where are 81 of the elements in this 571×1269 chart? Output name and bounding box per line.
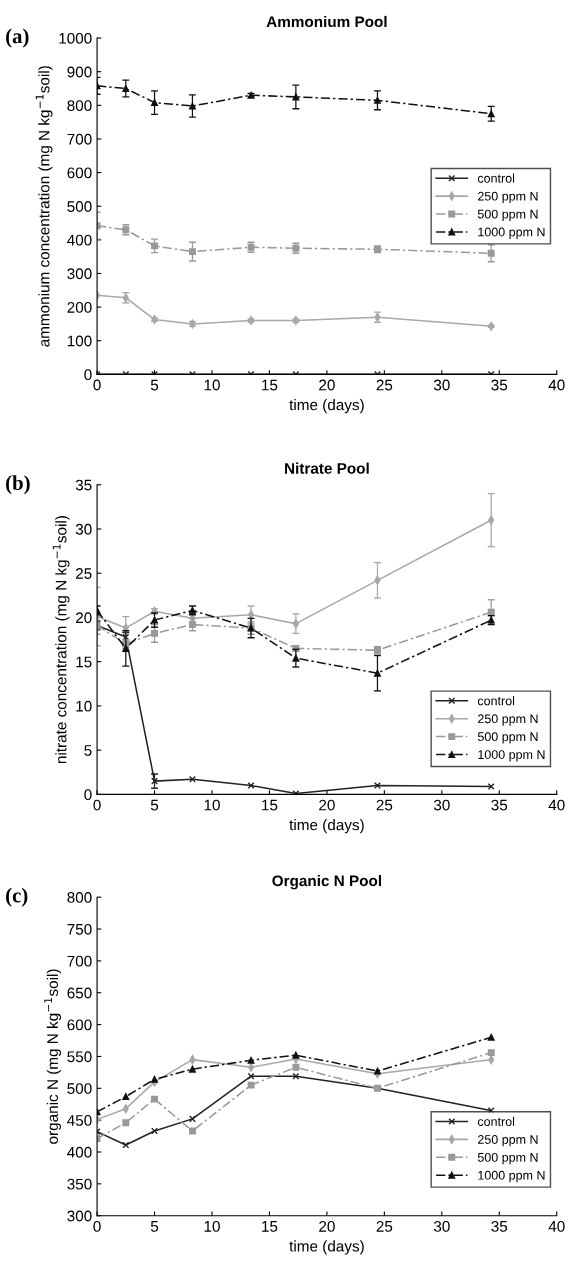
x-tick-label: 5: [150, 799, 159, 811]
y-tick-label: 30: [75, 523, 92, 535]
y-tick-label: 35: [75, 479, 92, 491]
y-tick-label: 0: [84, 789, 92, 801]
y-tick-label: 1000: [59, 32, 92, 44]
y-tick-label: 400: [67, 234, 92, 246]
x-tick-label: 10: [204, 1220, 220, 1232]
y-tick-label: 550: [67, 1051, 92, 1063]
y-axis-title: nitrate concentration (mg N kg$^{−1}$soil): [52, 516, 70, 764]
y-tick-label: 400: [67, 1146, 92, 1158]
chart-title: Ammonium Pool: [266, 15, 387, 28]
x-tick-label: 25: [376, 799, 393, 811]
legend-label: control: [477, 696, 515, 706]
x-tick-label: 30: [433, 379, 450, 391]
y-tick-label: 5: [84, 745, 92, 756]
x-tick-label: 35: [491, 1220, 508, 1232]
y-tick-label: 600: [67, 1019, 92, 1031]
x-tick-label: 5: [150, 379, 159, 391]
legend-label: 500 ppm N: [477, 1152, 538, 1165]
x-tick-label: 25: [376, 1220, 393, 1232]
text: (a): [6, 28, 29, 48]
y-tick-label: 350: [67, 1178, 92, 1190]
x-axis-title: time (days): [289, 1240, 364, 1255]
x-tick-label: 15: [262, 1221, 278, 1232]
y-tick-label: 200: [67, 301, 92, 313]
legend-label: 1000 ppm N: [478, 1170, 545, 1183]
y-tick-label: 10: [76, 700, 92, 712]
y-tick-label: 600: [67, 167, 92, 179]
x-tick-label: 0: [93, 799, 101, 811]
x-tick-label: 10: [204, 379, 220, 391]
x-tick-label: 20: [319, 379, 335, 391]
x-tick-label: 40: [548, 1220, 565, 1232]
x-tick-label: 40: [548, 379, 565, 391]
y-tick-label: 800: [67, 892, 92, 903]
x-tick-label: 0: [93, 379, 101, 391]
y-axis-title: ammonium concentration (mg N kg$^{−1}$soil): [35, 66, 53, 347]
x-tick-label: 30: [433, 799, 450, 811]
y-tick-label: 700: [67, 133, 92, 145]
y-tick-label: 800: [67, 100, 92, 112]
y-tick-label: 100: [67, 335, 92, 347]
x-tick-label: 5: [150, 1221, 159, 1232]
chart-title: Nitrate Pool: [285, 462, 369, 474]
x-axis-title: time (days): [289, 399, 364, 414]
x-tick-label: 35: [491, 799, 508, 811]
x-tick-label: 40: [548, 799, 565, 811]
y-tick-label: 15: [76, 656, 92, 668]
legend-label: 250 ppm N: [478, 1135, 538, 1147]
legend-label: 250 ppm N: [478, 191, 538, 204]
y-tick-label: 900: [67, 66, 92, 78]
text: (b): [6, 475, 30, 495]
legend-label: 1000 ppm N: [478, 227, 545, 239]
x-tick-label: 15: [262, 799, 278, 811]
chart-title: Organic N Pool: [272, 875, 381, 890]
y-axis-title: organic N (mg N kg$^{−1}$soil): [44, 969, 62, 1144]
legend-label: 1000 ppm N: [478, 750, 545, 762]
y-tick-label: 300: [67, 268, 92, 280]
x-tick-label: 15: [262, 379, 278, 391]
y-tick-label: 300: [67, 1210, 92, 1222]
x-axis-title: time (days): [289, 819, 364, 834]
legend-label: 500 ppm N: [477, 732, 538, 744]
y-tick-label: 750: [67, 923, 92, 935]
x-tick-label: 20: [319, 1220, 335, 1232]
y-tick-label: 500: [67, 1083, 92, 1094]
legend-label: control: [477, 1116, 515, 1126]
x-tick-label: 10: [204, 799, 220, 811]
y-tick-label: 650: [67, 987, 92, 999]
legend-label: 250 ppm N: [478, 714, 538, 726]
legend-label: control: [477, 173, 515, 183]
y-tick-label: 500: [67, 201, 92, 212]
x-tick-label: 25: [376, 379, 393, 391]
y-tick-label: 0: [84, 369, 92, 381]
x-tick-label: 0: [93, 1220, 101, 1232]
y-tick-label: 25: [75, 568, 92, 579]
y-tick-label: 20: [75, 612, 92, 624]
y-tick-label: 450: [67, 1115, 92, 1126]
x-tick-label: 35: [491, 379, 508, 391]
legend-label: 500 ppm N: [477, 209, 538, 221]
x-tick-label: 30: [433, 1220, 450, 1232]
y-tick-label: 700: [67, 955, 92, 967]
text: (c): [6, 887, 28, 907]
x-tick-label: 20: [319, 799, 335, 811]
